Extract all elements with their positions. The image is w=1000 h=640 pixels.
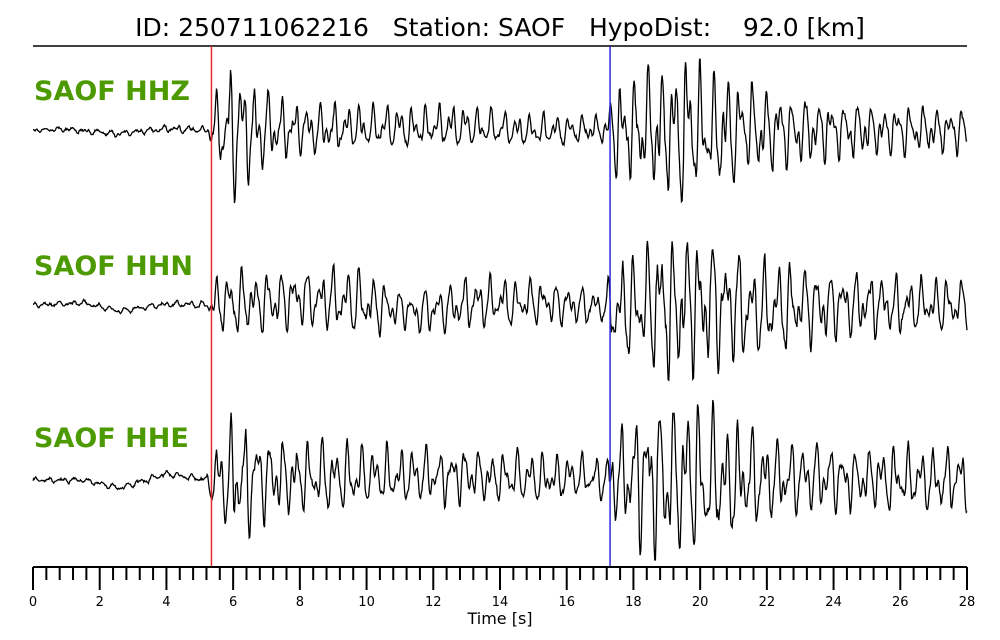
channel-label: SAOF HHE [34,423,189,454]
traces-group: SAOF HHZ SAOF HHN SAOF HHE [32,58,968,561]
chart-title: ID: 250711062216 Station: SAOF HypoDist:… [135,13,865,42]
x-tick-label: 16 [558,595,575,610]
x-tick-label: 4 [162,595,170,610]
trace-saof-hhz [32,58,968,204]
channel-label: SAOF HHN [34,251,193,282]
x-tick-label: 24 [825,595,842,610]
phase-picks [210,46,611,567]
x-tick-label: 20 [692,595,709,610]
x-tick-label: 28 [959,595,976,610]
x-tick-label: 12 [425,595,442,610]
x-tick-label: 22 [759,595,776,610]
x-tick-label: 18 [625,595,642,610]
x-tick-label: 26 [892,595,909,610]
x-tick-label: 6 [229,595,237,610]
channel-label: SAOF HHZ [34,76,190,107]
x-tick-label: 2 [96,595,104,610]
x-tick-label: 8 [296,595,304,610]
x-tick-label: 14 [492,595,509,610]
trace-saof-hhe [32,399,968,561]
x-tick-label: 10 [358,595,375,610]
x-axis: 0 2 4 6 8 10 12 14 16 18 20 22 24 26 28 [29,566,975,610]
x-tick-label: 0 [29,595,37,610]
x-ticks: 0 2 4 6 8 10 12 14 16 18 20 22 24 26 28 [29,567,975,610]
x-axis-label: Time [s] [466,609,532,628]
trace-saof-hhn [32,240,968,382]
